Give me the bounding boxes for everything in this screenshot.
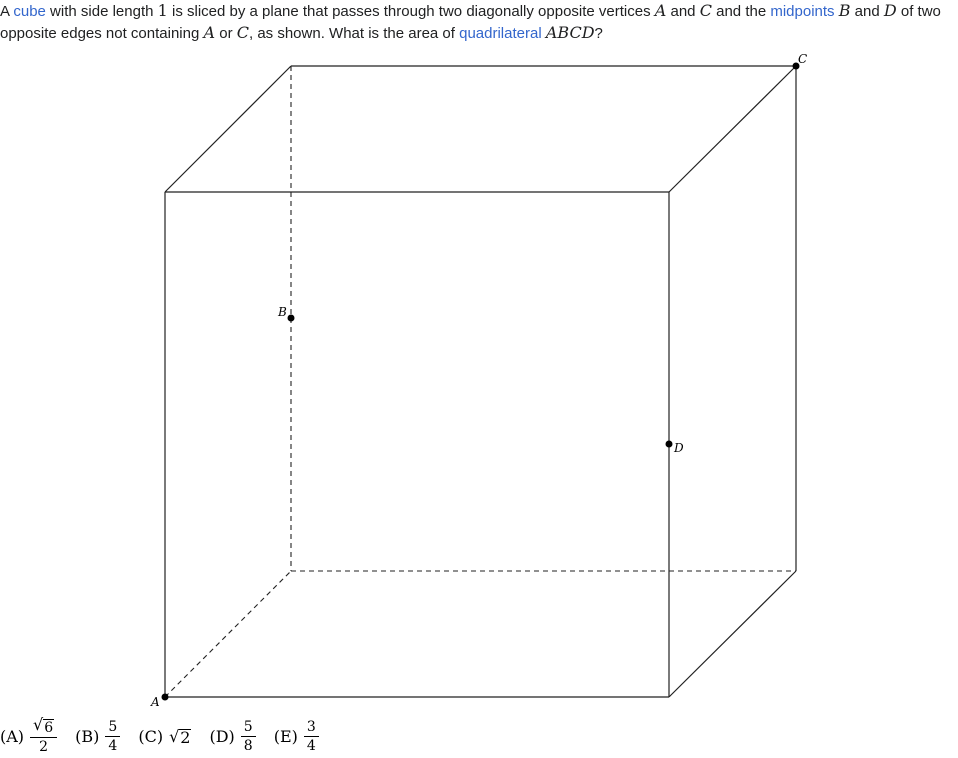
point-a — [161, 693, 169, 701]
numerator: 5 — [105, 719, 121, 737]
math-d: D — [883, 1, 897, 20]
radical: √ 2 — [169, 726, 192, 747]
cube-edge — [668, 570, 797, 698]
math-a: A — [654, 1, 667, 20]
denominator: 8 — [243, 737, 253, 754]
midpoints-link[interactable]: midpoints — [770, 3, 835, 20]
choice-letter: (D) — [209, 726, 235, 746]
sqrt-icon: √ — [33, 715, 44, 734]
fraction: 3 4 — [303, 719, 319, 754]
label-c: C — [798, 52, 807, 66]
text-run: , as shown. What is the area of — [249, 25, 460, 42]
text-run: and the — [711, 3, 771, 20]
math-abcd: ABCD — [545, 23, 595, 42]
text-run: and — [666, 3, 700, 20]
text-run: and — [850, 3, 884, 20]
label-d: D — [673, 441, 684, 455]
text-run: A — [0, 3, 14, 20]
cube-edge — [164, 65, 292, 193]
fraction: 5 8 — [240, 719, 256, 754]
problem-text: A cube with side length 1 is sliced by a… — [0, 0, 956, 44]
radical: √ 6 — [33, 715, 55, 736]
cube-figure: A B C D — [150, 52, 807, 709]
math-a: A — [203, 23, 216, 42]
math-c: C — [236, 23, 249, 42]
quadrilateral-link[interactable]: quadrilateral — [459, 25, 542, 42]
denominator: 4 — [108, 737, 118, 754]
numerator: 3 — [303, 719, 319, 737]
label-a: A — [150, 695, 160, 709]
sqrt-icon: √ — [169, 726, 180, 746]
cube-link[interactable]: cube — [13, 3, 46, 20]
choice-letter: (A) — [0, 726, 25, 746]
choice-e[interactable]: (E) 3 4 — [274, 719, 319, 754]
math-one: 1 — [157, 1, 168, 20]
math-c: C — [699, 1, 712, 20]
choice-c[interactable]: (C) √ 2 — [138, 726, 192, 747]
text-run: with side length — [45, 3, 158, 20]
choice-b[interactable]: (B) 5 4 — [75, 719, 121, 754]
math-b: B — [838, 1, 851, 20]
choice-letter: (E) — [273, 726, 298, 746]
cube-edge — [668, 65, 797, 193]
hidden-edge — [164, 570, 292, 698]
point-c — [792, 62, 800, 70]
answer-choices: (A) √ 6 2 (B) 5 4 (C) √ 2 (D) 5 8 (E) 3 4 — [0, 714, 337, 758]
radicand: 2 — [179, 727, 192, 747]
choice-a[interactable]: (A) √ 6 2 — [0, 715, 58, 755]
point-b — [287, 314, 295, 322]
text-run: is sliced by a plane that passes through… — [167, 3, 655, 20]
text-run: ? — [594, 25, 603, 42]
choice-d[interactable]: (D) 5 8 — [209, 719, 256, 754]
label-b: B — [277, 305, 287, 319]
denominator: 2 — [39, 739, 49, 755]
cube-solid-edges — [164, 65, 797, 698]
fraction: 5 4 — [105, 719, 121, 754]
numerator: √ 6 — [30, 715, 58, 738]
text-run: of two opposite edges not containing — [0, 3, 941, 42]
choice-letter: (B) — [75, 726, 100, 746]
fraction: √ 6 2 — [30, 715, 58, 755]
text-run: or — [215, 25, 237, 42]
problem-statement: A cube with side length 1 is sliced by a… — [0, 0, 956, 44]
choice-letter: (C) — [138, 726, 164, 746]
numerator: 5 — [240, 719, 256, 737]
vertex-points — [161, 62, 800, 701]
denominator: 4 — [306, 737, 316, 754]
point-d — [665, 440, 673, 448]
radicand: 6 — [43, 719, 55, 736]
